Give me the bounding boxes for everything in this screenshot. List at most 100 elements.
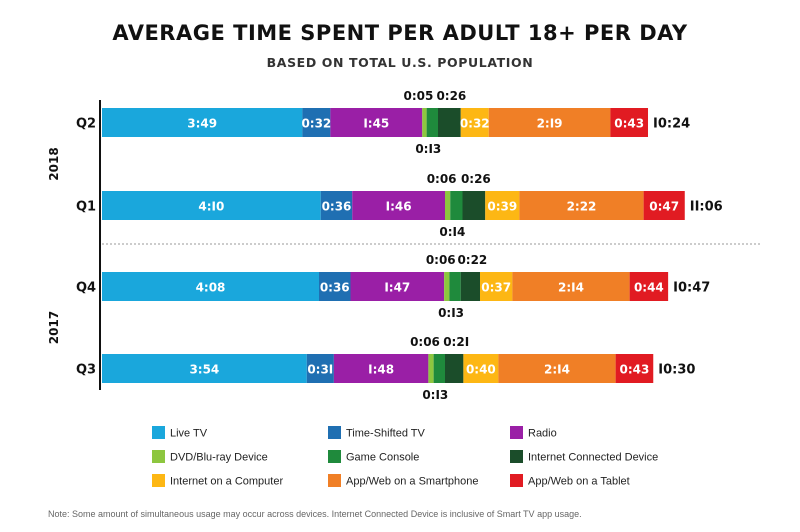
bar-q3-internet-on-a-computer bbox=[463, 354, 499, 383]
bar-q1-internet-connected-device bbox=[462, 191, 486, 220]
bar-q4-dvd-blu-ray-device bbox=[444, 272, 450, 301]
data-label: 4:08 bbox=[196, 281, 226, 295]
total-label: I0:24 bbox=[653, 117, 690, 132]
bar-q2-internet-connected-device bbox=[438, 108, 461, 137]
data-label: 0:36 bbox=[322, 200, 352, 214]
data-label: 3:49 bbox=[187, 117, 217, 131]
data-label: 0:06 bbox=[410, 335, 440, 349]
group-label-2018: 2018 bbox=[47, 147, 61, 180]
data-label: 4:I0 bbox=[198, 200, 224, 214]
legend-label: Internet on a Computer bbox=[170, 476, 283, 488]
data-label: 2:I4 bbox=[558, 281, 584, 295]
bar-q4-live-tv bbox=[102, 272, 319, 301]
bar-q2-app-web-on-a-tablet bbox=[610, 108, 649, 137]
data-label: 2:I4 bbox=[544, 363, 570, 377]
data-label: 0:26 bbox=[436, 89, 466, 103]
data-label: 0:I3 bbox=[438, 306, 464, 320]
data-label: 0:47 bbox=[649, 200, 679, 214]
bar-q4-radio bbox=[350, 272, 445, 301]
legend-swatch bbox=[152, 450, 165, 463]
bar-q1-game-console bbox=[450, 191, 463, 220]
legend-label: Internet Connected Device bbox=[528, 452, 658, 464]
legend-swatch bbox=[510, 450, 523, 463]
bar-q2-internet-on-a-computer bbox=[460, 108, 489, 137]
legend-label: App/Web on a Tablet bbox=[528, 476, 630, 488]
data-label: I:47 bbox=[384, 281, 410, 295]
legend-swatch bbox=[152, 426, 165, 439]
data-label: 0:I3 bbox=[422, 388, 448, 402]
legend: Live TV Time-Shifted TV Radio DVD/Blu-ray D… bbox=[152, 426, 658, 488]
data-label: 0:32 bbox=[460, 117, 490, 131]
total-label: I0:30 bbox=[658, 363, 695, 378]
bar-q4-time-shifted-tv bbox=[319, 272, 351, 301]
bar-q3-radio bbox=[333, 354, 429, 383]
bar-q4-internet-connected-device bbox=[460, 272, 480, 301]
row-label-q3: Q3 bbox=[76, 363, 96, 378]
bar-q3-app-web-on-a-tablet bbox=[615, 354, 654, 383]
data-label: 0:2I bbox=[443, 335, 469, 349]
bar-q2-radio bbox=[330, 108, 423, 137]
legend-label: Time-Shifted TV bbox=[346, 428, 426, 440]
data-label: 0:05 bbox=[404, 89, 434, 103]
bars-layer bbox=[102, 108, 685, 383]
bar-q1-time-shifted-tv bbox=[320, 191, 353, 220]
legend-label: Radio bbox=[528, 428, 557, 440]
legend-label: Game Console bbox=[346, 452, 419, 464]
legend-label: DVD/Blu-ray Device bbox=[170, 452, 268, 464]
bar-q1-live-tv bbox=[102, 191, 321, 220]
legend-label: Live TV bbox=[170, 428, 208, 440]
chart-title: AVERAGE TIME SPENT PER ADULT 18+ PER DAY bbox=[112, 21, 688, 45]
data-label: 0:43 bbox=[614, 117, 644, 131]
bar-q1-dvd-blu-ray-device bbox=[445, 191, 451, 220]
bar-q2-time-shifted-tv bbox=[302, 108, 331, 137]
total-label: II:06 bbox=[690, 200, 723, 215]
bar-q3-internet-connected-device bbox=[445, 354, 464, 383]
legend-swatch bbox=[328, 426, 341, 439]
row-label-q1: Q1 bbox=[76, 200, 96, 215]
data-label: 0:26 bbox=[461, 172, 491, 186]
data-label: I:45 bbox=[363, 117, 389, 131]
data-label: 0:3I bbox=[307, 363, 333, 377]
data-label: 0:43 bbox=[620, 363, 650, 377]
bar-q4-internet-on-a-computer bbox=[480, 272, 513, 301]
bar-q1-radio bbox=[352, 191, 445, 220]
data-label: I:46 bbox=[386, 200, 412, 214]
legend-swatch bbox=[328, 450, 341, 463]
group-label-2017: 2017 bbox=[47, 311, 61, 344]
data-label: 0:39 bbox=[487, 200, 517, 214]
bar-q3-dvd-blu-ray-device bbox=[428, 354, 434, 383]
chart-subtitle: BASED ON TOTAL U.S. POPULATION bbox=[267, 55, 534, 70]
legend-swatch bbox=[152, 474, 165, 487]
bar-q1-internet-on-a-computer bbox=[485, 191, 520, 220]
total-label: I0:47 bbox=[673, 281, 710, 296]
footnote: Note: Some amount of simultaneous usage … bbox=[48, 509, 582, 519]
row-label-q2: Q2 bbox=[76, 117, 96, 132]
data-label: 2:I9 bbox=[537, 117, 563, 131]
bar-q2-game-console bbox=[426, 108, 439, 137]
row-label-q4: Q4 bbox=[76, 281, 96, 296]
data-label: 0:37 bbox=[481, 281, 511, 295]
bar-q2-app-web-on-a-smartphone bbox=[488, 108, 611, 137]
legend-label: App/Web on a Smartphone bbox=[346, 476, 479, 488]
data-label: 0:32 bbox=[301, 117, 331, 131]
bar-q4-app-web-on-a-tablet bbox=[629, 272, 669, 301]
bar-q1-app-web-on-a-smartphone bbox=[519, 191, 644, 220]
data-label: 0:I3 bbox=[415, 142, 441, 156]
legend-swatch bbox=[510, 474, 523, 487]
bar-q3-live-tv bbox=[102, 354, 307, 383]
bar-q4-game-console bbox=[449, 272, 461, 301]
data-label: 0:06 bbox=[426, 253, 456, 267]
data-label: 3:54 bbox=[189, 363, 219, 377]
bar-q1-app-web-on-a-tablet bbox=[643, 191, 685, 220]
bar-q3-app-web-on-a-smartphone bbox=[498, 354, 616, 383]
data-label: 0:22 bbox=[457, 253, 487, 267]
data-label: 0:06 bbox=[427, 172, 457, 186]
bar-q2-dvd-blu-ray-device bbox=[422, 108, 427, 137]
labels-layer: Q2 Q1 Q4 Q3 2018 2017 3:49 0:32 I:45 0:32 2:I9 0:43… bbox=[47, 89, 723, 402]
data-label: I:48 bbox=[368, 363, 394, 377]
data-label: 2:22 bbox=[567, 200, 597, 214]
bar-q3-game-console bbox=[433, 354, 446, 383]
data-label: 0:I4 bbox=[439, 225, 465, 239]
bar-q4-app-web-on-a-smartphone bbox=[512, 272, 630, 301]
